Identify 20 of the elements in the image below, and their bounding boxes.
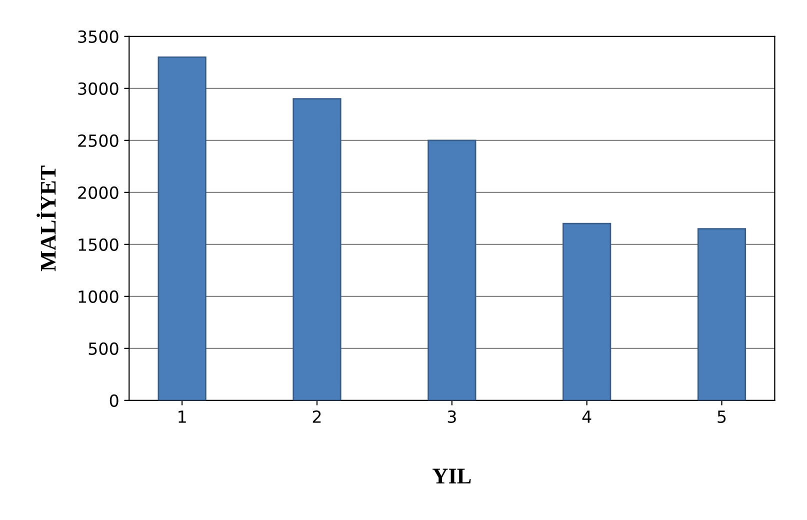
x-tick-label: 5: [718, 410, 726, 424]
y-tick-label: 3000: [78, 82, 118, 95]
bar: [697, 228, 746, 400]
bar: [428, 140, 476, 400]
x-tick-label: 2: [312, 410, 321, 423]
bar: [158, 56, 206, 400]
x-tick-label: 3: [448, 410, 456, 424]
y-tick-label: 1500: [78, 238, 118, 251]
x-axis-title: YIL: [432, 468, 471, 484]
bar: [292, 98, 342, 400]
y-tick-label: 2500: [78, 134, 118, 147]
y-tick-label: 2000: [78, 186, 118, 199]
x-tick-label: 4: [582, 410, 592, 423]
y-axis-title: MALİYET: [36, 166, 56, 272]
bar: [562, 222, 612, 400]
y-tick-label: 500: [88, 342, 118, 355]
x-tick-label: 1: [178, 410, 186, 423]
y-tick-label: 1000: [78, 290, 118, 303]
y-tick-label: 3500: [78, 30, 118, 43]
y-tick-label: 0: [110, 394, 118, 407]
